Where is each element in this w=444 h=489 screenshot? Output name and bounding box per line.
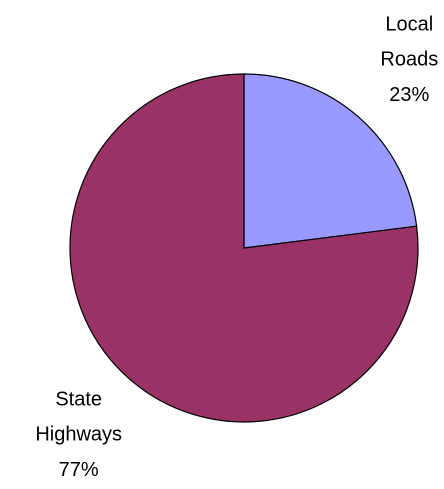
slice-label: State Highways <box>35 389 122 446</box>
pie-slice <box>243 73 418 249</box>
slice-label: Local Roads <box>380 14 438 71</box>
slice-label-line: Local <box>385 14 433 36</box>
slice-value-label: 77% <box>59 459 99 481</box>
slice-value-label: 23% <box>389 84 429 106</box>
slice-label-line: Highways <box>35 424 122 446</box>
pie-slice <box>69 73 419 423</box>
slice-label-line: Roads <box>380 49 438 71</box>
slice-label-line: State <box>55 389 102 411</box>
